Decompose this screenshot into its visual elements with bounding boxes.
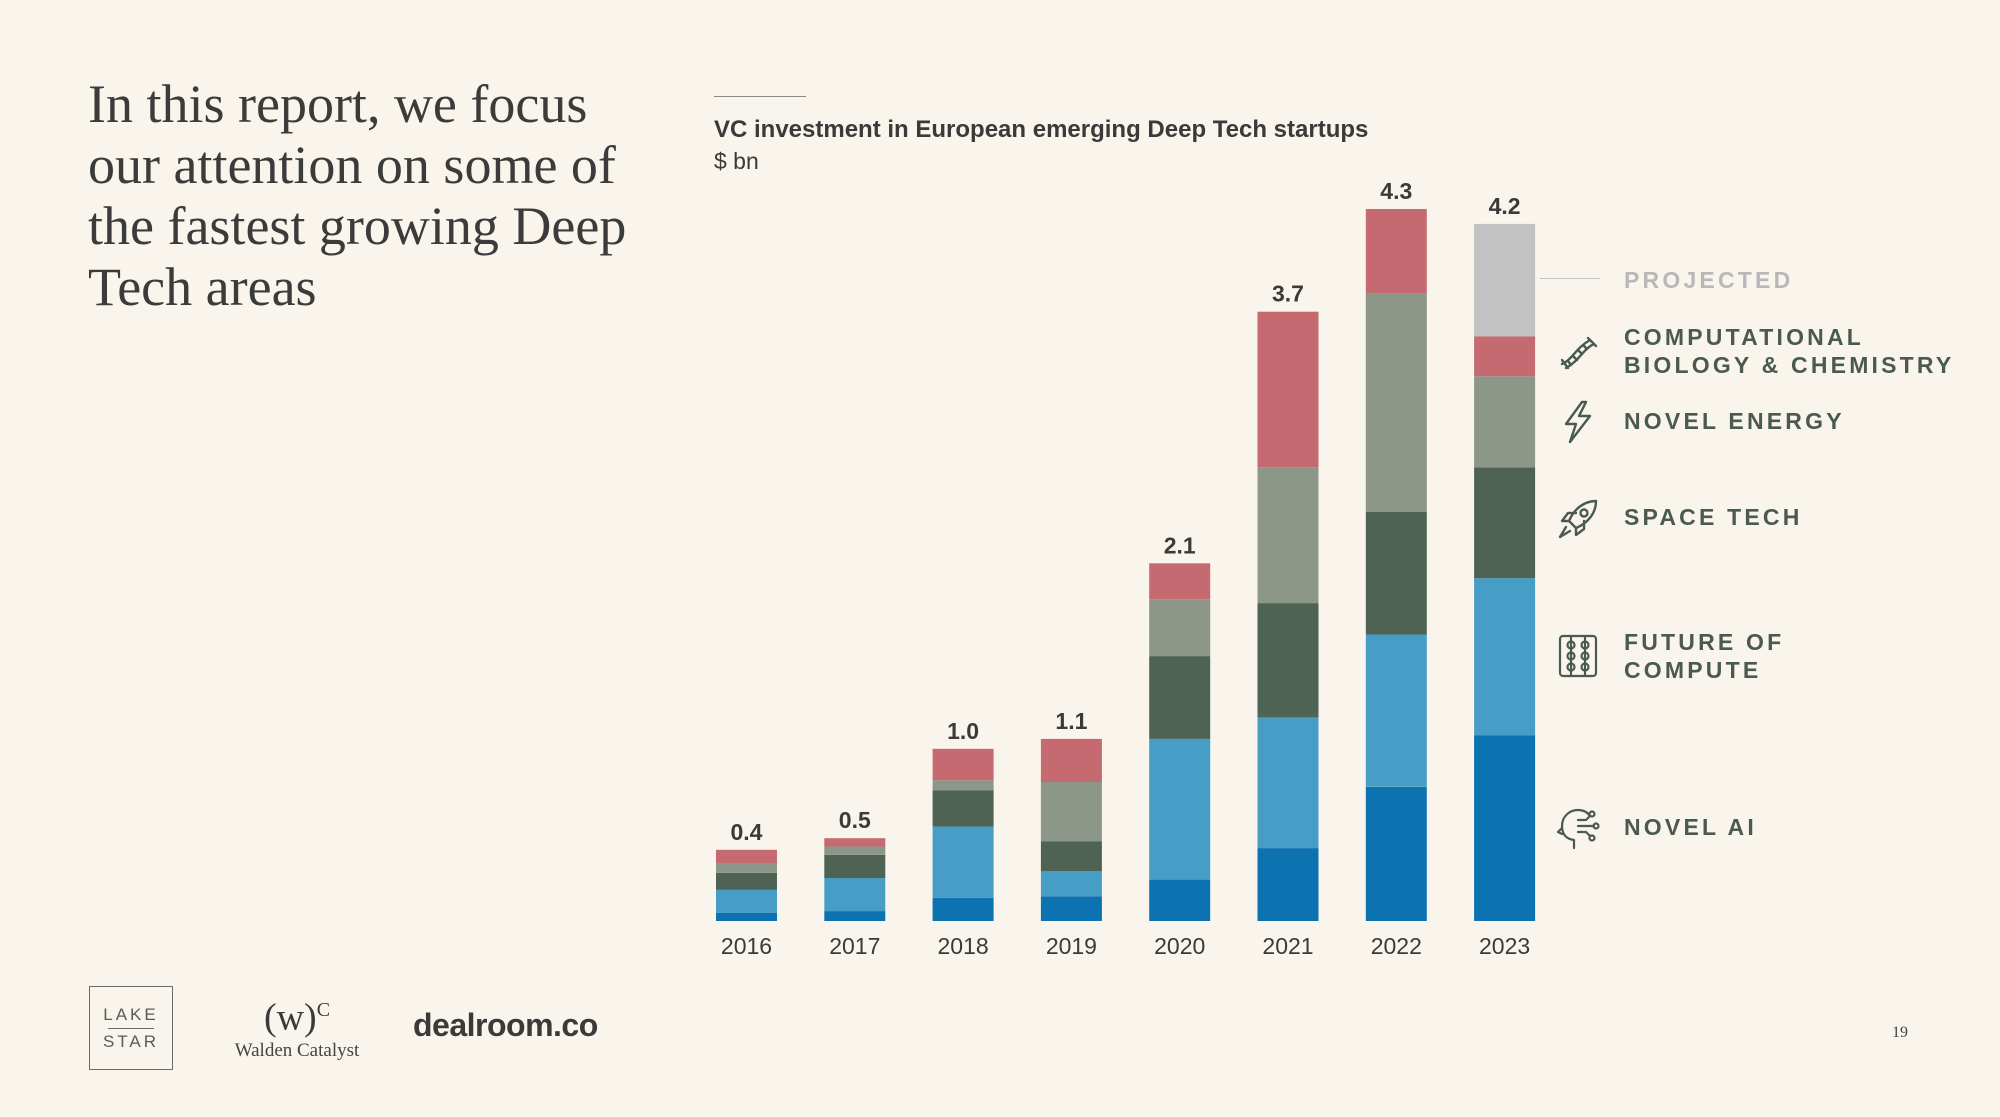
bar-segment-2021-2 [1257,603,1319,718]
bar-segment-2018-0 [932,897,994,921]
bar-segment-2020-1 [1149,738,1211,880]
bar-segment-2017-1 [824,877,886,911]
legend-label-energy: NOVEL ENERGY [1624,408,1845,434]
bar-segment-2019-1 [1040,871,1102,897]
lightning-icon [1564,400,1592,444]
bar-segment-2022-3 [1365,293,1427,512]
ai-head-icon [1556,808,1600,850]
chip-icon [1558,634,1598,678]
bar-segment-2016-0 [716,912,777,921]
bar-segment-2018-2 [932,790,994,827]
total-label-2020: 2.1 [1164,532,1196,558]
bar-segment-2019-2 [1040,841,1102,872]
title-rule [714,96,806,97]
bar-segment-2018-3 [932,780,994,791]
legend-label-bio: COMPUTATIONAL BIOLOGY & CHEMISTRY [1624,324,1955,378]
total-label-2023: 4.2 [1489,193,1521,219]
bar-segment-2023-1 [1474,578,1536,736]
dealroom-logo: dealroom.co [413,1007,598,1043]
bar-segment-2023-0 [1474,735,1536,921]
lake-star-logo-bottom: STAR [102,1031,160,1051]
bar-segment-2021-0 [1257,848,1319,921]
x-tick-label-2020: 2020 [1154,933,1205,959]
headline: In this report, we focus our attention o… [88,74,627,317]
x-tick-label-2017: 2017 [829,933,880,959]
walden-mark: (w) [263,996,317,1039]
bar-segment-2020-0 [1149,879,1211,921]
bar-segment-2022-1 [1365,634,1427,787]
x-tick-label-2022: 2022 [1371,933,1422,959]
bar-segment-2019-4 [1040,738,1102,782]
total-label-2018: 1.0 [947,718,979,744]
bar-segment-2022-0 [1365,786,1427,921]
walden-name: Walden Catalyst [234,1039,360,1061]
walden-mark-sup: C [316,999,331,1021]
rocket-icon [1558,499,1598,539]
bar-segment-2018-1 [932,826,994,898]
bar-segment-2020-3 [1149,599,1211,657]
x-tick-label-2023: 2023 [1479,933,1530,959]
bar-segment-2019-3 [1040,781,1102,842]
legend-label-ai: NOVEL AI [1624,814,1757,840]
walden-catalyst-logo: (w)C Walden Catalyst [226,990,368,1062]
bar-segment-2016-3 [716,863,777,873]
bar-segment-2018-4 [932,748,994,781]
bar-segment-2021-3 [1257,467,1319,604]
total-label-2016: 0.4 [731,819,763,845]
bar-segment-2020-4 [1149,563,1211,600]
dna-icon [1560,336,1598,370]
legend-label-space: SPACE TECH [1624,504,1803,530]
bar-segment-2016-2 [716,873,777,890]
x-tick-label-2019: 2019 [1046,933,1097,959]
bar-segment-2016-1 [716,889,777,913]
bar-segment-2023-3 [1474,376,1536,468]
bar-segment-2023-5 [1474,223,1536,337]
bar-segment-2020-2 [1149,656,1211,739]
total-label-2019: 1.1 [1055,708,1087,734]
bar-segment-2017-0 [824,911,886,921]
projected-leader-line [1540,278,1600,279]
legend-label-compute: FUTURE OF COMPUTE [1624,629,1785,683]
legend-label-projected: PROJECTED [1624,267,1794,293]
total-label-2022: 4.3 [1380,178,1412,204]
bar-segment-2017-3 [824,846,886,855]
bar-segment-2022-4 [1365,209,1427,294]
x-tick-label-2016: 2016 [721,933,772,959]
bar-segment-2021-1 [1257,717,1319,849]
bar-segment-2023-4 [1474,336,1536,377]
page-number: 19 [1892,1024,1908,1041]
bar-segment-2017-2 [824,854,886,878]
lake-star-logo-top: LAKE [103,1004,159,1024]
x-tick-label-2021: 2021 [1262,933,1313,959]
bar-segment-2023-2 [1474,467,1536,579]
bar-segment-2017-4 [824,838,886,847]
bar-segment-2016-4 [716,849,777,863]
bar-segment-2019-0 [1040,896,1102,921]
chart-title: VC investment in European emerging Deep … [714,116,1369,143]
bar-segment-2021-4 [1257,311,1319,468]
lake-star-logo: LAKE STAR [89,986,173,1070]
total-label-2021: 3.7 [1272,281,1304,307]
bar-segment-2022-2 [1365,512,1427,635]
total-label-2017: 0.5 [839,807,871,833]
x-tick-label-2018: 2018 [938,933,989,959]
chart-unit: $ bn [714,148,759,174]
